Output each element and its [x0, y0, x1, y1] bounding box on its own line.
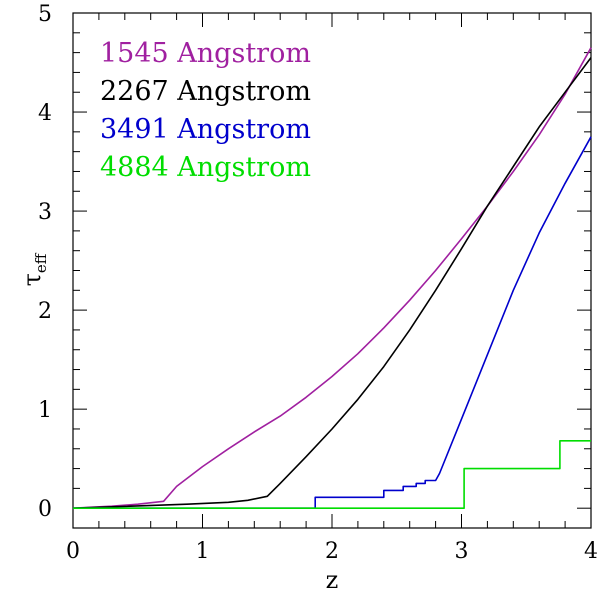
y-axis-label-main: τ	[18, 273, 46, 286]
x-tick-label: 2	[325, 539, 339, 564]
x-axis-label: z	[326, 566, 339, 594]
series-line-1	[72, 47, 592, 509]
y-tick-label: 0	[38, 497, 52, 522]
legend-entry-3: 3491 Angstrom	[100, 114, 311, 145]
y-tick-label: 3	[38, 200, 52, 225]
x-tick-label: 3	[455, 539, 469, 564]
y-tick-label: 5	[38, 2, 52, 27]
y-tick-label: 4	[38, 101, 52, 126]
x-tick-label: 1	[196, 539, 210, 564]
series-line-2	[72, 57, 592, 509]
legend-entry-4: 4884 Angstrom	[100, 152, 311, 183]
series-line-3	[73, 136, 592, 509]
x-tick-label: 0	[66, 539, 80, 564]
y-axis-label-subscript: eff	[32, 252, 50, 273]
legend-entry-1: 1545 Angstrom	[100, 38, 311, 69]
x-tick-label: 4	[584, 539, 598, 564]
y-axis-label: τeff	[18, 252, 50, 286]
series-line-4	[73, 440, 591, 509]
y-tick-label: 2	[38, 299, 52, 324]
y-tick-label: 1	[38, 398, 52, 423]
legend-entry-2: 2267 Angstrom	[100, 76, 311, 107]
